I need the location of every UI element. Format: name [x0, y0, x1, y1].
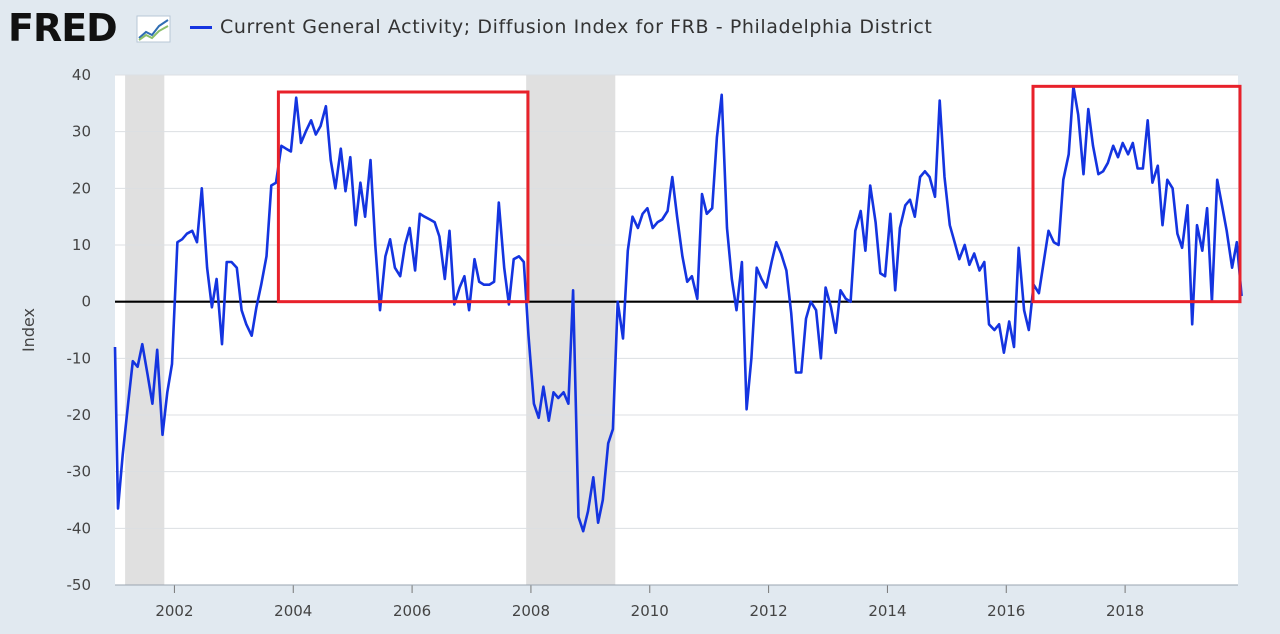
highlight-box	[1031, 84, 1242, 304]
y-tick-label: -40	[67, 519, 92, 537]
x-tick-label: 2004	[274, 602, 312, 620]
y-tick-label: -10	[67, 349, 92, 367]
chart-header: FRED Current General Activity; Diffusion…	[0, 0, 1280, 60]
x-tick-label: 2010	[631, 602, 669, 620]
legend-swatch	[190, 26, 212, 29]
y-tick-label: 40	[72, 66, 91, 84]
x-tick-label: 2014	[868, 602, 906, 620]
y-tick-label: -20	[67, 406, 92, 424]
x-tick-label: 2006	[393, 602, 431, 620]
x-tick-label: 2018	[1106, 602, 1144, 620]
line-graph-icon	[136, 15, 171, 43]
highlight-box	[276, 90, 530, 304]
x-tick-label: 2016	[987, 602, 1025, 620]
x-tick-label: 2002	[155, 602, 193, 620]
recession-band	[125, 75, 165, 585]
series-title[interactable]: Current General Activity; Diffusion Inde…	[220, 16, 933, 38]
x-tick-label: 2012	[750, 602, 788, 620]
y-tick-label: 30	[72, 123, 91, 141]
series-line	[113, 85, 1243, 533]
fred-logo[interactable]: FRED	[8, 6, 118, 50]
y-tick-label: 0	[81, 293, 91, 311]
x-tick-label: 2008	[512, 602, 550, 620]
plot-background	[115, 75, 1238, 585]
y-tick-label: 20	[72, 179, 91, 197]
y-axis-label: Index	[19, 308, 38, 352]
y-tick-label: 10	[72, 236, 91, 254]
y-tick-label: -30	[67, 463, 92, 481]
y-tick-label: -50	[67, 576, 92, 594]
